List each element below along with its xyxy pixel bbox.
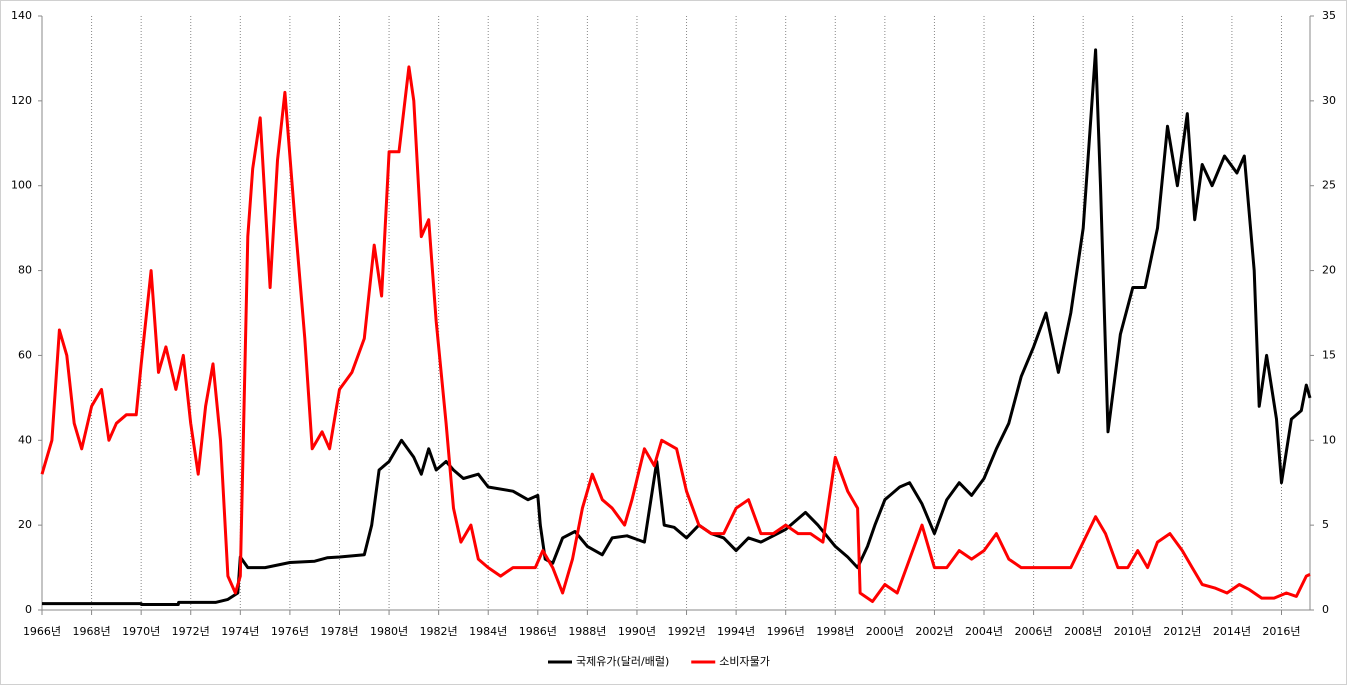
y2-tick-label: 25: [1322, 179, 1336, 192]
x-tick-label: 1974년: [221, 625, 259, 638]
x-tick-label: 2014년: [1213, 625, 1251, 638]
x-tick-label: 2004년: [965, 625, 1003, 638]
x-tick-label: 1984년: [469, 625, 507, 638]
y-tick-label: 80: [18, 264, 32, 277]
x-tick-label: 1966년: [23, 625, 61, 638]
legend-label: 국제유가(달러/배럴): [576, 655, 669, 668]
y-tick-label: 40: [18, 433, 32, 446]
y2-tick-label: 10: [1322, 433, 1336, 446]
y-tick-label: 120: [11, 94, 32, 107]
legend-label: 소비자물가: [719, 655, 770, 668]
x-tick-label: 2008년: [1064, 625, 1102, 638]
x-tick-label: 1998년: [816, 625, 854, 638]
series-line: [42, 48, 1312, 606]
y-tick-label: 60: [18, 348, 32, 361]
x-tick-label: 1986년: [519, 625, 557, 638]
series-line: [40, 65, 1311, 603]
y2-tick-label: 35: [1322, 9, 1336, 22]
x-tick-label: 1968년: [73, 625, 111, 638]
y2-tick-label: 15: [1322, 348, 1336, 361]
x-tick-label: 1988년: [568, 625, 606, 638]
y-tick-label: 20: [18, 518, 32, 531]
x-tick-label: 1992년: [667, 625, 705, 638]
x-tick-label: 1970년: [122, 625, 160, 638]
y-tick-label: 100: [11, 179, 32, 192]
x-tick-label: 1980년: [370, 625, 408, 638]
x-tick-label: 2016년: [1262, 625, 1300, 638]
x-tick-label: 1996년: [767, 625, 805, 638]
x-tick-label: 2000년: [866, 625, 904, 638]
x-tick-label: 2010년: [1114, 625, 1152, 638]
x-tick-label: 2012년: [1163, 625, 1201, 638]
x-tick-label: 1972년: [172, 625, 210, 638]
x-tick-label: 1994년: [717, 625, 755, 638]
x-tick-label: 2002년: [915, 625, 953, 638]
y-tick-label: 140: [11, 9, 32, 22]
x-tick-label: 1976년: [271, 625, 309, 638]
y-tick-label: 0: [25, 603, 32, 616]
x-tick-label: 1978년: [320, 625, 358, 638]
x-tick-label: 2006년: [1015, 625, 1053, 638]
y2-tick-label: 0: [1322, 603, 1329, 616]
y2-tick-label: 30: [1322, 94, 1336, 107]
y2-tick-label: 5: [1322, 518, 1329, 531]
y2-tick-label: 20: [1322, 264, 1336, 277]
x-tick-label: 1982년: [420, 625, 458, 638]
x-tick-label: 1990년: [618, 625, 656, 638]
